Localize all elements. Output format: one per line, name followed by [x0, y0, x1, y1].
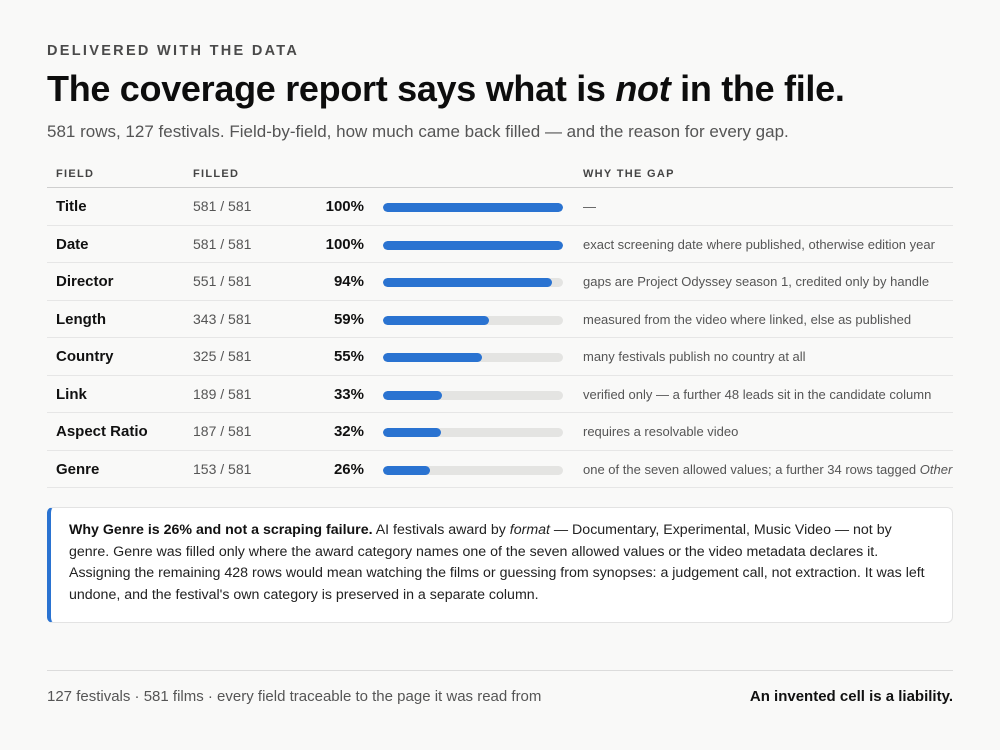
- gap-reason: requires a resolvable video: [583, 413, 738, 451]
- field-name: Country: [56, 348, 114, 365]
- field-name: Length: [56, 310, 106, 328]
- gap-reason: verified only — a further 48 leads sit i…: [583, 376, 931, 414]
- gap-reason-text: exact screening date where published, ot…: [583, 236, 935, 252]
- gap-reason: gaps are Project Odyssey season 1, credi…: [583, 263, 929, 301]
- callout-text-1: AI festivals award by: [372, 522, 510, 538]
- table-row: Aspect Ratio 187 / 581 32% requires a resol…: [47, 413, 953, 451]
- field-name: Genre: [56, 460, 100, 478]
- field-name: Title: [56, 198, 87, 215]
- genre-callout: Why Genre is 26% and not a scraping fail…: [47, 507, 953, 623]
- callout-lead: Why Genre is 26% and not a scraping fail…: [69, 522, 373, 538]
- title-emphasis: not: [615, 68, 671, 109]
- field-name: Director: [56, 273, 114, 290]
- coverage-bar: [383, 353, 563, 362]
- gap-reason: exact screening date where published, ot…: [583, 226, 935, 264]
- eyebrow: DELIVERED WITH THE DATA: [47, 43, 300, 59]
- gap-reason-text: many festivals publish no country at all: [583, 349, 806, 364]
- table-row: Link 189 / 581 33% verified only — a furthe…: [47, 376, 953, 414]
- column-header-filled: FILLED: [193, 168, 240, 180]
- filled-count: 187 / 581: [193, 423, 252, 439]
- coverage-bar: [383, 428, 563, 437]
- field-name: Aspect Ratio: [56, 423, 148, 440]
- gap-reason-emphasis: Other: [919, 461, 953, 477]
- table-row: Genre 153 / 581 26% one of the seven allowe…: [47, 451, 953, 489]
- table-row: Title 581 / 581 100% —: [47, 188, 953, 226]
- table-header: FIELD FILLED WHY THE GAP: [47, 160, 953, 188]
- coverage-table: FIELD FILLED WHY THE GAP Title 581 / 581 1…: [47, 160, 953, 488]
- table-row: Country 325 / 581 55% many festivals publis…: [47, 338, 953, 376]
- field-name: Date: [56, 235, 89, 253]
- table-body: Title 581 / 581 100% — Date 581 / 581 100% exac…: [47, 188, 953, 488]
- coverage-bar-fill: [383, 203, 563, 212]
- filled-count: 551 / 581: [193, 273, 252, 289]
- filled-count: 581 / 581: [193, 235, 252, 252]
- coverage-bar: [383, 390, 563, 400]
- gap-reason: one of the seven allowed values; a furth…: [583, 451, 952, 489]
- coverage-bar-fill: [383, 240, 563, 250]
- coverage-bar-fill: [383, 278, 553, 287]
- filled-count: 325 / 581: [193, 348, 252, 364]
- gap-reason: —: [583, 188, 596, 226]
- title-before: The coverage report says what is: [47, 68, 616, 109]
- filled-percent: 59%: [333, 310, 364, 328]
- table-row: Date 581 / 581 100% exact screening date wh…: [47, 226, 953, 264]
- coverage-bar-fill: [383, 315, 490, 325]
- gap-reason-text: measured from the video where linked, el…: [583, 311, 912, 327]
- filled-count: 153 / 581: [193, 460, 252, 477]
- column-header-field: FIELD: [56, 168, 95, 180]
- filled-count: 189 / 581: [193, 385, 252, 402]
- field-name: Link: [56, 385, 87, 403]
- footer-summary: 127 festivals · 581 films · every field …: [47, 688, 542, 705]
- gap-reason: measured from the video where linked, el…: [583, 301, 911, 339]
- page-subtitle: 581 rows, 127 festivals. Field-by-field,…: [47, 122, 789, 141]
- title-after: in the file.: [670, 68, 845, 109]
- coverage-bar-fill: [383, 353, 482, 362]
- callout-emphasis: format: [509, 522, 550, 538]
- filled-count: 343 / 581: [193, 310, 252, 327]
- coverage-bar-fill: [383, 428, 441, 437]
- footer-tagline: An invented cell is a liability.: [749, 688, 953, 705]
- coverage-bar: [383, 465, 563, 475]
- filled-percent: 26%: [333, 460, 364, 478]
- filled-percent: 100%: [325, 235, 364, 253]
- gap-reason-text: requires a resolvable video: [583, 424, 739, 439]
- coverage-bar-fill: [383, 465, 430, 475]
- page-title: The coverage report says what is not in …: [47, 68, 845, 110]
- gap-reason-text: one of the seven allowed values; a furth…: [583, 461, 920, 477]
- coverage-bar: [383, 278, 563, 287]
- gap-reason: many festivals publish no country at all: [583, 338, 806, 376]
- filled-percent: 32%: [333, 423, 364, 440]
- coverage-bar: [383, 203, 563, 212]
- filled-percent: 100%: [325, 198, 364, 215]
- table-row: Director 551 / 581 94% gaps are Project Ody…: [47, 263, 953, 301]
- gap-reason-text: verified only — a further 48 leads sit i…: [583, 386, 932, 402]
- filled-percent: 33%: [333, 385, 364, 403]
- table-row: Length 343 / 581 59% measured from the vide…: [47, 301, 953, 339]
- gap-reason-text: —: [583, 199, 596, 214]
- gap-reason-text: gaps are Project Odyssey season 1, credi…: [583, 274, 930, 289]
- coverage-bar-fill: [383, 390, 443, 400]
- callout-text-2: — Documentary, Experimental, Music Video…: [69, 522, 925, 603]
- coverage-bar: [383, 315, 563, 325]
- filled-percent: 55%: [333, 348, 364, 365]
- coverage-bar: [383, 240, 563, 250]
- footer-divider: [47, 670, 953, 671]
- filled-percent: 94%: [333, 273, 364, 290]
- filled-count: 581 / 581: [193, 198, 252, 214]
- column-header-gap: WHY THE GAP: [583, 168, 675, 180]
